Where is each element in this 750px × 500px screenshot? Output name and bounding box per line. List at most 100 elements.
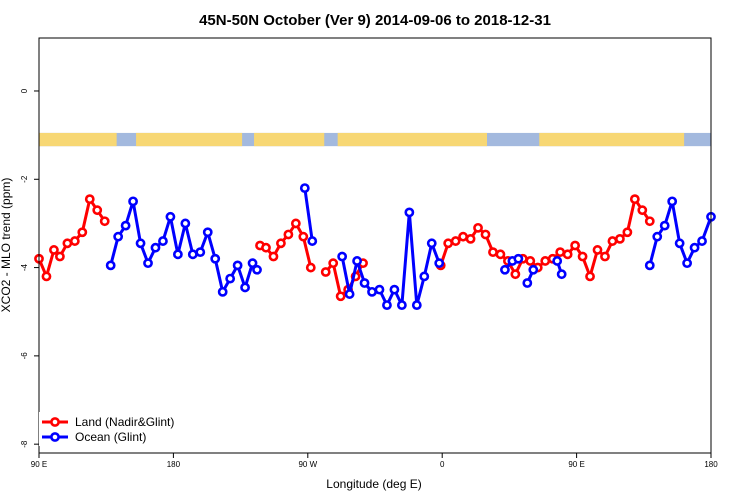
- x-tick-label: 180: [704, 460, 718, 469]
- ocean-data-point: [217, 286, 228, 297]
- ocean-data-point: [389, 284, 400, 295]
- legend-land-label: Land (Nadir&Glint): [75, 415, 174, 429]
- ocean-data-point: [307, 236, 318, 246]
- land-data-point: [540, 256, 551, 266]
- y-axis: 0 -2 -4 -6 -8: [20, 88, 39, 448]
- land-data-point: [99, 216, 110, 227]
- series-layer: [34, 183, 716, 311]
- ocean-data-point: [299, 183, 310, 194]
- ocean-data-point: [344, 289, 355, 299]
- land-data-point: [510, 269, 521, 280]
- ocean-data-point: [434, 258, 445, 269]
- ocean-data-point: [697, 236, 707, 246]
- y-tick-label: 0: [20, 88, 29, 93]
- land-data-point: [62, 238, 73, 249]
- y-tick-label: -2: [20, 175, 29, 183]
- ocean-data-point: [522, 278, 533, 288]
- ocean-data-point: [202, 227, 213, 238]
- ocean-data-point: [105, 260, 116, 271]
- ocean-data-point: [113, 231, 124, 242]
- land-data-point: [570, 240, 581, 251]
- ocean-data-point: [374, 284, 385, 295]
- y-axis-label: XCO2 - MLO trend (ppm): [0, 178, 13, 313]
- land-data-point: [577, 251, 588, 262]
- ocean-data-point: [556, 269, 567, 280]
- ocean-data-point: [411, 300, 422, 311]
- land-data-point: [615, 233, 625, 244]
- land-data-point: [562, 249, 573, 260]
- land-data-point: [443, 238, 454, 249]
- land-data-point: [328, 258, 339, 269]
- land-data-point: [607, 236, 618, 246]
- ocean-data-point: [382, 300, 392, 311]
- ocean-data-point: [232, 260, 243, 271]
- land-data-point: [69, 236, 80, 246]
- ocean-data-point: [143, 258, 153, 269]
- land-data-point: [629, 194, 640, 205]
- land-data-point: [480, 229, 491, 240]
- land-data-point: [644, 216, 655, 227]
- ocean-data-point: [682, 258, 693, 269]
- land-ocean-band: [39, 132, 711, 147]
- land-data-point: [290, 218, 301, 229]
- y-tick-label: -4: [20, 263, 29, 271]
- ocean-data-point: [337, 251, 348, 262]
- x-axis-label: Longitude (deg E): [326, 477, 421, 491]
- land-band: [39, 132, 117, 147]
- ocean-data-point: [158, 236, 168, 246]
- land-data-point: [465, 233, 476, 244]
- ocean-data-point: [135, 238, 146, 249]
- ocean-data-point: [247, 258, 258, 269]
- ocean-data-point: [644, 260, 655, 271]
- land-data-point: [555, 247, 566, 258]
- land-data-point: [488, 247, 498, 258]
- ocean-data-point: [120, 220, 131, 231]
- x-axis: 90 E 180 90 W 0 90 E 180: [31, 453, 718, 469]
- land-data-point: [592, 245, 603, 255]
- land-data-point: [585, 271, 595, 282]
- land-data-point: [622, 227, 633, 238]
- ocean-data-point: [652, 231, 663, 242]
- legend-frame: [39, 412, 184, 446]
- land-data-point: [276, 238, 286, 249]
- ocean-data-point: [667, 196, 678, 207]
- ocean-data-point: [513, 253, 524, 264]
- ocean-data-point: [659, 220, 670, 231]
- ocean-data-point: [150, 242, 161, 253]
- land-data-point: [458, 231, 469, 242]
- ocean-data-point: [180, 218, 191, 229]
- land-band: [136, 132, 243, 147]
- x-tick-label: 180: [167, 460, 181, 469]
- land-data-point: [600, 251, 610, 262]
- land-data-point: [495, 249, 506, 260]
- ocean-data-point: [500, 264, 510, 275]
- ocean-data-point: [528, 264, 539, 275]
- ocean-data-point: [187, 249, 198, 260]
- chart-title: 45N-50N October (Ver 9) 2014-09-06 to 20…: [199, 12, 551, 29]
- ocean-data-point: [426, 238, 437, 249]
- ocean-data-point: [359, 278, 370, 288]
- ocean-data-point: [252, 264, 262, 275]
- land-data-point: [77, 227, 88, 238]
- ocean-data-point: [552, 256, 563, 266]
- ocean-series-line: [109, 199, 259, 294]
- ocean-data-point: [128, 196, 138, 207]
- ocean-data-point: [210, 253, 221, 264]
- x-tick-label: 0: [440, 460, 445, 469]
- ocean-data-point: [240, 282, 250, 293]
- legend-ocean-label: Ocean (Glint): [75, 430, 146, 444]
- legend: Land (Nadir&Glint)Ocean (Glint): [39, 412, 184, 446]
- y-tick-label: -6: [20, 352, 29, 360]
- land-data-point: [41, 271, 52, 282]
- land-data-point: [450, 236, 461, 246]
- plot-frame: [38, 37, 712, 454]
- y-tick-label: -8: [20, 440, 29, 448]
- legend-land-marker: [50, 417, 60, 427]
- land-data-point: [261, 242, 271, 253]
- ocean-series-line: [303, 187, 314, 242]
- land-data-point: [49, 245, 59, 255]
- land-band: [254, 132, 325, 147]
- land-data-point: [84, 194, 95, 205]
- ocean-data-point: [419, 271, 430, 282]
